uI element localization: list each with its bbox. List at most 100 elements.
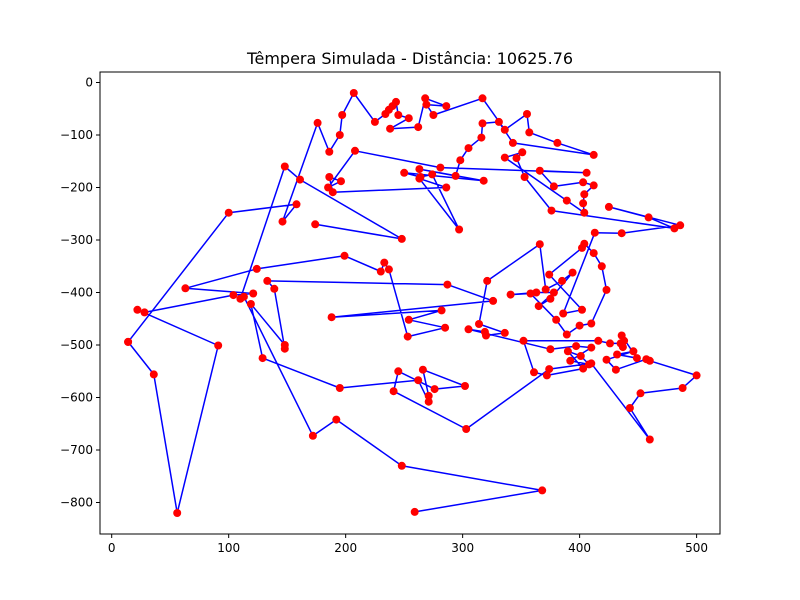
city-point bbox=[618, 343, 627, 352]
city-point bbox=[370, 117, 379, 126]
city-point bbox=[520, 173, 529, 181]
city-point bbox=[575, 321, 584, 330]
city-point bbox=[547, 206, 556, 215]
city-point bbox=[542, 371, 551, 380]
city-point bbox=[443, 280, 452, 289]
y-tick-label: −800 bbox=[60, 496, 93, 510]
city-point bbox=[545, 365, 554, 374]
city-point bbox=[442, 102, 451, 111]
city-point bbox=[580, 239, 589, 248]
city-point bbox=[451, 171, 460, 180]
city-point bbox=[617, 331, 626, 340]
city-point bbox=[384, 265, 393, 274]
city-point bbox=[613, 350, 622, 359]
y-tick-label: −600 bbox=[60, 391, 93, 405]
city-point bbox=[534, 302, 543, 311]
city-point bbox=[249, 289, 258, 298]
city-point bbox=[500, 153, 509, 162]
city-point bbox=[389, 387, 398, 396]
city-point bbox=[645, 356, 654, 365]
city-point bbox=[140, 308, 149, 317]
city-point bbox=[280, 344, 289, 353]
city-point bbox=[437, 306, 446, 315]
city-point bbox=[594, 336, 603, 345]
city-point bbox=[579, 178, 588, 187]
city-point bbox=[480, 327, 489, 336]
city-point bbox=[489, 296, 498, 305]
city-point bbox=[519, 336, 528, 345]
city-point bbox=[455, 225, 464, 234]
city-point bbox=[214, 341, 223, 350]
city-point bbox=[311, 220, 320, 229]
city-point bbox=[678, 384, 687, 392]
city-point bbox=[464, 325, 473, 334]
city-point bbox=[351, 146, 359, 155]
city-point bbox=[636, 389, 645, 398]
y-tick-label: −700 bbox=[60, 443, 93, 457]
city-point bbox=[418, 365, 427, 374]
city-point bbox=[478, 94, 487, 103]
city-point bbox=[441, 323, 450, 332]
city-point bbox=[597, 262, 606, 271]
city-point bbox=[566, 356, 575, 365]
city-point bbox=[415, 165, 424, 174]
city-point bbox=[133, 305, 142, 314]
city-point bbox=[477, 133, 486, 142]
city-point bbox=[313, 118, 322, 127]
city-point bbox=[553, 138, 562, 147]
city-point bbox=[602, 355, 611, 364]
city-point bbox=[538, 486, 547, 495]
city-point bbox=[582, 168, 591, 177]
city-point bbox=[397, 461, 406, 470]
city-point bbox=[394, 111, 403, 119]
x-tick-label: 300 bbox=[451, 541, 474, 555]
city-point bbox=[617, 229, 626, 238]
city-point bbox=[332, 415, 341, 424]
city-point bbox=[280, 162, 289, 171]
city-point bbox=[325, 147, 334, 156]
city-point bbox=[429, 111, 438, 119]
city-point bbox=[494, 117, 503, 126]
city-point bbox=[587, 343, 596, 352]
y-tick-label: −200 bbox=[60, 181, 93, 195]
city-point bbox=[606, 339, 614, 348]
chart-title: Têmpera Simulada - Distância: 10625.76 bbox=[246, 49, 573, 68]
city-point bbox=[590, 228, 599, 237]
city-point bbox=[400, 168, 409, 177]
city-point bbox=[518, 148, 527, 157]
city-point bbox=[424, 391, 433, 400]
city-point bbox=[428, 170, 437, 179]
city-point bbox=[380, 258, 389, 267]
city-point bbox=[149, 370, 158, 379]
city-point bbox=[337, 177, 345, 186]
city-point bbox=[246, 300, 255, 308]
city-point bbox=[562, 196, 571, 205]
city-point bbox=[404, 114, 413, 123]
city-point bbox=[327, 313, 336, 322]
marker-layer bbox=[124, 89, 701, 517]
city-point bbox=[535, 166, 544, 175]
city-point bbox=[124, 337, 133, 346]
city-point bbox=[436, 163, 445, 172]
city-point bbox=[589, 249, 598, 258]
city-point bbox=[545, 270, 554, 279]
city-point bbox=[580, 190, 589, 199]
city-point bbox=[549, 288, 558, 297]
city-point bbox=[404, 315, 413, 324]
city-point bbox=[579, 199, 588, 208]
city-point bbox=[580, 208, 589, 217]
city-point bbox=[442, 183, 451, 192]
city-point bbox=[645, 435, 654, 444]
city-point bbox=[562, 330, 571, 339]
city-point bbox=[414, 376, 423, 385]
city-point bbox=[462, 425, 471, 433]
city-point bbox=[349, 89, 358, 97]
city-point bbox=[224, 208, 233, 217]
city-point bbox=[421, 94, 430, 103]
city-point bbox=[181, 284, 190, 293]
city-point bbox=[563, 347, 572, 356]
y-tick-label: −400 bbox=[60, 286, 93, 300]
city-point bbox=[692, 371, 701, 380]
